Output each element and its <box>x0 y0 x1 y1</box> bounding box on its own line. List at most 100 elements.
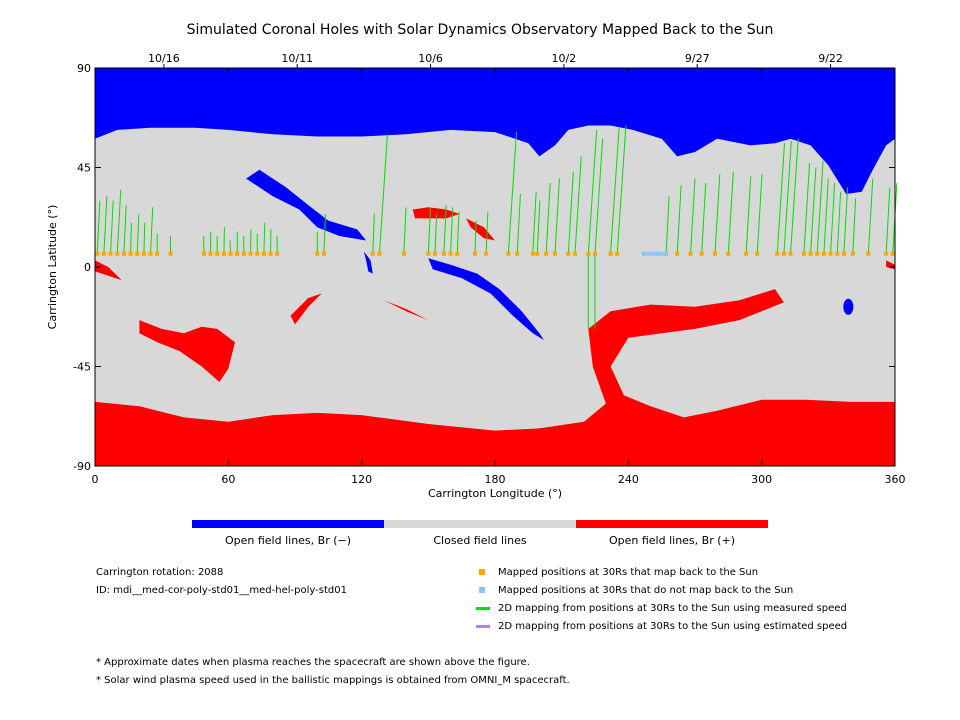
measured-mapping-line <box>867 178 874 254</box>
measured-mapping-line <box>427 207 431 254</box>
date-tick-label: 9/22 <box>818 52 843 65</box>
mapped-position-marker <box>699 251 704 256</box>
date-tick-label: 10/2 <box>552 52 577 65</box>
mapped-position-marker <box>401 251 406 256</box>
measured-mapping-line <box>123 205 127 254</box>
footnote-dates: * Approximate dates when plasma reaches … <box>96 657 530 668</box>
mapped-position-marker <box>821 251 826 256</box>
mapped-position-marker <box>261 251 266 256</box>
mapped-position-marker <box>744 251 749 256</box>
measured-mapping-line <box>263 222 266 254</box>
mapped-position-marker <box>315 251 320 256</box>
measured-mapping-line <box>616 125 627 254</box>
measured-mapping-line <box>803 163 811 254</box>
legend-item-unmapped: Mapped positions at 30Rs that do not map… <box>498 585 794 596</box>
x-tick-label: 60 <box>221 473 235 486</box>
measured-mapping-line <box>554 178 560 254</box>
closed-field-island <box>106 145 189 190</box>
mapped-position-marker <box>235 251 240 256</box>
measured-mapping-line <box>96 200 101 254</box>
mapped-position-marker <box>530 251 535 256</box>
mapped-position-marker <box>433 251 437 256</box>
mapped-position-marker <box>377 251 382 256</box>
measured-mapping-line <box>587 129 598 254</box>
north-polar-coronal-hole <box>95 68 895 194</box>
mapped-position-marker <box>155 251 160 256</box>
x-tick-label: 360 <box>885 473 906 486</box>
estimated-speed-line-swatch <box>476 625 490 628</box>
x-axis-label: Carrington Longitude (°) <box>428 487 562 500</box>
measured-mapping-line <box>885 187 891 254</box>
positive-hole-extension <box>588 289 784 405</box>
negative-hole-spot <box>843 298 854 315</box>
mapped-position-marker <box>506 251 511 256</box>
measured-mapping-line <box>727 171 734 254</box>
mapped-position-marker <box>675 251 680 256</box>
mapped-position-marker <box>835 251 840 256</box>
measured-mapping-line <box>701 182 707 254</box>
mapped-position-marker <box>275 251 280 256</box>
mapped-position-marker <box>228 251 233 256</box>
measured-mapping-line <box>450 207 454 254</box>
measured-mapping-line <box>136 213 140 254</box>
measured-mapping-line <box>116 189 122 254</box>
measured-mapping-line <box>130 222 132 254</box>
mapped-position-marker <box>321 251 326 256</box>
x-tick-label: 240 <box>618 473 639 486</box>
mapped-position-marker <box>553 251 557 256</box>
model-id-text: ID: mdi__med-cor-poly-std01__med-hel-pol… <box>96 585 347 596</box>
mapped-position-marker <box>566 251 571 256</box>
measured-mapping-line <box>532 191 537 254</box>
mapped-position-marker <box>866 251 871 256</box>
mapped-position-marker <box>828 251 833 256</box>
y-tick-label: 45 <box>77 162 91 175</box>
date-tick-label: 10/16 <box>148 52 180 65</box>
mapped-position-marker <box>781 251 786 256</box>
south-polar-coronal-hole <box>95 395 895 466</box>
date-tick-label: 10/11 <box>281 52 313 65</box>
mapped-position-marker <box>135 251 140 256</box>
unmapped-position-marker <box>650 251 655 256</box>
measured-mapping-line <box>223 227 225 254</box>
measured-mapping-line <box>810 167 817 254</box>
mapped-position-marker <box>201 251 206 256</box>
measured-mapping-line <box>536 200 541 254</box>
measured-mapping-line <box>690 178 696 254</box>
mapped-position-marker <box>473 251 477 256</box>
mapped-position-marker <box>775 251 780 256</box>
measured-mapping-line <box>474 220 477 254</box>
measured-mapping-line <box>594 138 604 254</box>
legend-bar-negative <box>192 520 384 528</box>
mapped-position-marker <box>101 251 106 256</box>
y-tick-label: -90 <box>73 460 91 473</box>
mapped-position-marker <box>115 251 120 256</box>
legend-item-estimated: 2D mapping from positions at 30Rs to the… <box>498 621 848 632</box>
negative-hole-tongue <box>246 169 367 241</box>
legend-item-measured: 2D mapping from positions at 30Rs to the… <box>498 603 847 614</box>
mapped-position-marker <box>788 251 793 256</box>
y-tick-label: -45 <box>73 361 91 374</box>
positive-hole-streak <box>290 293 322 325</box>
measured-mapping-line <box>610 127 620 254</box>
measured-mapping-line <box>776 143 786 254</box>
measured-mapping-line <box>745 176 752 254</box>
measured-mapping-line <box>823 178 829 254</box>
date-tick-label: 10/6 <box>418 52 443 65</box>
legend-bar-label-positive: Open field lines, Br (+) <box>608 534 736 547</box>
mapped-position-marker <box>713 251 717 256</box>
x-tick-label: 120 <box>351 473 372 486</box>
measured-mapping-line <box>403 207 407 254</box>
mapped-position-marker <box>128 251 133 256</box>
chart-title: Simulated Coronal Holes with Solar Dynam… <box>186 22 774 38</box>
x-tick-label: 180 <box>485 473 506 486</box>
measured-mapping-line <box>485 211 489 254</box>
unmapped-position-marker <box>646 251 651 256</box>
y-axis-label: Carrington Latitude (°) <box>46 205 59 330</box>
legend-bar-closed <box>384 520 576 528</box>
mapped-position-marker <box>535 251 540 256</box>
measured-mapping-line <box>229 240 232 254</box>
measured-mapping-line <box>574 156 582 254</box>
mapped-position-marker <box>841 251 846 256</box>
unmapped-position-marker <box>655 251 660 256</box>
measured-mapping-line <box>507 132 518 254</box>
